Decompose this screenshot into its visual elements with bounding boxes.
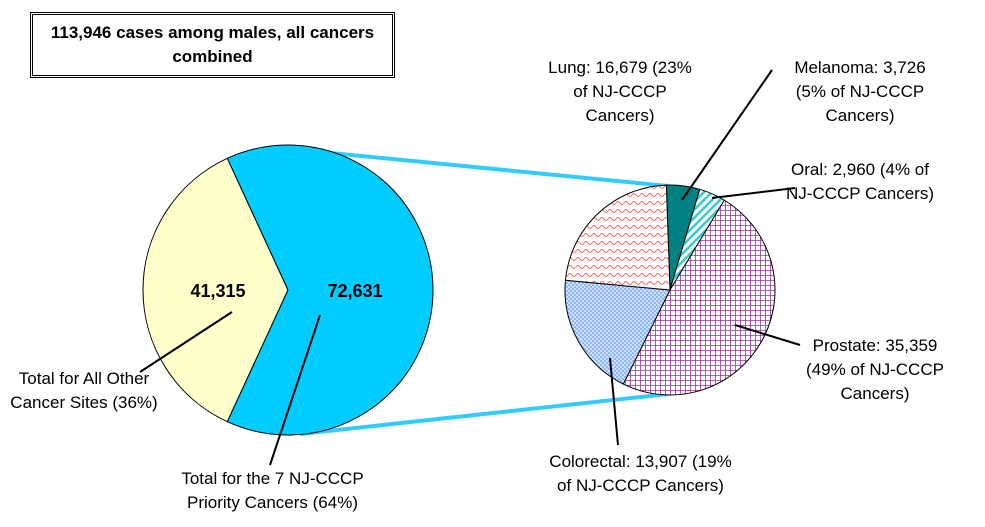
leader-line: [681, 69, 773, 201]
pie-slice: [622, 199, 776, 396]
slice-label: Melanoma: 3,726 (5% of NJ-CCCP Cancers): [794, 58, 926, 125]
chart-title: 113,946 cases among males, all cancers c…: [30, 12, 395, 78]
slice-label: Prostate: 35,359 (49% of NJ-CCCP Cancers…: [806, 336, 944, 403]
slice-label: Oral: 2,960 (4% of NJ-CCCP Cancers): [786, 160, 934, 203]
pie-slice: [142, 157, 289, 423]
slice-label: Colorectal: 13,907 (19% of NJ-CCCP Cance…: [549, 452, 732, 495]
slice-label: Total for the 7 NJ-CCCP Priority Cancers…: [181, 469, 364, 512]
pie-slice: [226, 144, 434, 436]
pie-slice: [564, 279, 671, 385]
leader-line: [139, 311, 233, 373]
slice-label: Lung: 16,679 (23% of NJ-CCCP Cancers): [548, 58, 692, 125]
slice-label: Total for All Other Cancer Sites (36%): [10, 369, 158, 412]
leader-line: [734, 324, 801, 346]
leader-line: [269, 314, 321, 466]
leader-line: [609, 357, 619, 446]
connector: [299, 392, 669, 436]
pie-slice: [564, 184, 671, 291]
value-label: 41,315: [190, 281, 246, 301]
connector: [299, 148, 669, 188]
value-label: 72,631: [327, 281, 383, 301]
leader-line: [711, 187, 796, 199]
